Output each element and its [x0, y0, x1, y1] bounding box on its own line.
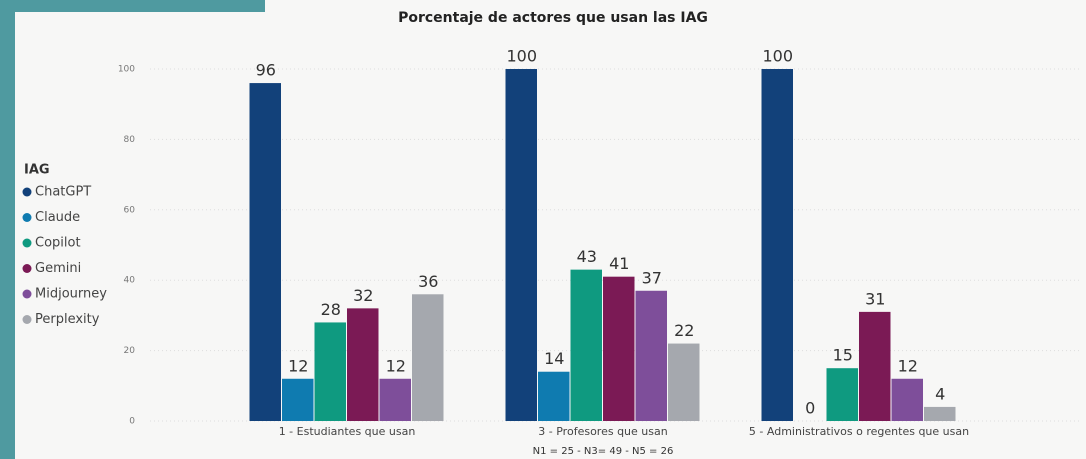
value-label: 41 — [609, 254, 629, 273]
value-label: 37 — [642, 268, 662, 287]
legend-swatch — [22, 213, 32, 222]
value-label: 12 — [898, 356, 918, 375]
bar — [603, 276, 635, 421]
value-label: 36 — [418, 272, 438, 291]
y-tick-label: 20 — [124, 346, 136, 356]
legend-label: Claude — [35, 210, 80, 225]
bar — [761, 69, 793, 421]
value-label: 43 — [577, 247, 597, 266]
value-label: 100 — [762, 47, 793, 66]
legend-label: Gemini — [35, 261, 81, 276]
bar — [668, 343, 700, 421]
y-tick-label: 40 — [124, 276, 136, 286]
bar — [570, 269, 602, 421]
y-tick-label: 80 — [124, 135, 136, 145]
value-label: 31 — [865, 289, 885, 308]
legend-swatch — [22, 264, 32, 273]
x-tick-label: 3 - Profesores que usan — [538, 425, 667, 438]
value-label: 96 — [256, 61, 276, 80]
value-label: 100 — [506, 47, 537, 66]
top-strip — [0, 0, 265, 12]
y-tick-label: 60 — [124, 205, 136, 215]
bar — [538, 371, 570, 421]
chart-title: Porcentaje de actores que usan las IAG — [398, 10, 708, 26]
legend-label: Perplexity — [35, 312, 100, 327]
left-border — [0, 0, 15, 459]
legend-label: ChatGPT — [35, 185, 91, 200]
x-tick-label: 5 - Administrativos o regentes que usan — [749, 425, 969, 438]
legend-swatch — [22, 315, 32, 324]
legend-label: Midjourney — [35, 287, 107, 302]
bar — [314, 322, 346, 421]
legend-label: Copilot — [35, 236, 81, 251]
value-label: 32 — [353, 286, 373, 305]
bar — [505, 69, 537, 421]
legend-swatch — [22, 238, 32, 248]
legend-swatch — [22, 187, 32, 197]
bar — [859, 311, 891, 421]
bar — [826, 368, 858, 421]
value-label: 0 — [805, 399, 815, 418]
bar — [412, 294, 444, 421]
bar — [282, 378, 314, 421]
value-label: 4 — [935, 384, 945, 403]
value-label: 28 — [321, 300, 341, 319]
legend-swatch — [22, 289, 32, 299]
bar — [249, 83, 281, 421]
bar — [347, 308, 379, 421]
bar — [924, 406, 956, 421]
value-label: 12 — [288, 356, 308, 375]
value-label: 15 — [833, 346, 853, 365]
value-label: 14 — [544, 349, 564, 368]
value-label: 22 — [674, 321, 694, 340]
x-axis-title: N1 = 25 - N3= 49 - N5 = 26 — [533, 446, 674, 457]
value-label: 12 — [386, 356, 406, 375]
bar — [379, 378, 411, 421]
x-tick-label: 1 - Estudiantes que usan — [279, 425, 416, 438]
y-tick-label: 0 — [129, 417, 135, 427]
y-tick-label: 100 — [118, 65, 135, 75]
bar — [635, 290, 667, 421]
legend-title: IAG — [24, 163, 50, 178]
bar — [891, 378, 923, 421]
